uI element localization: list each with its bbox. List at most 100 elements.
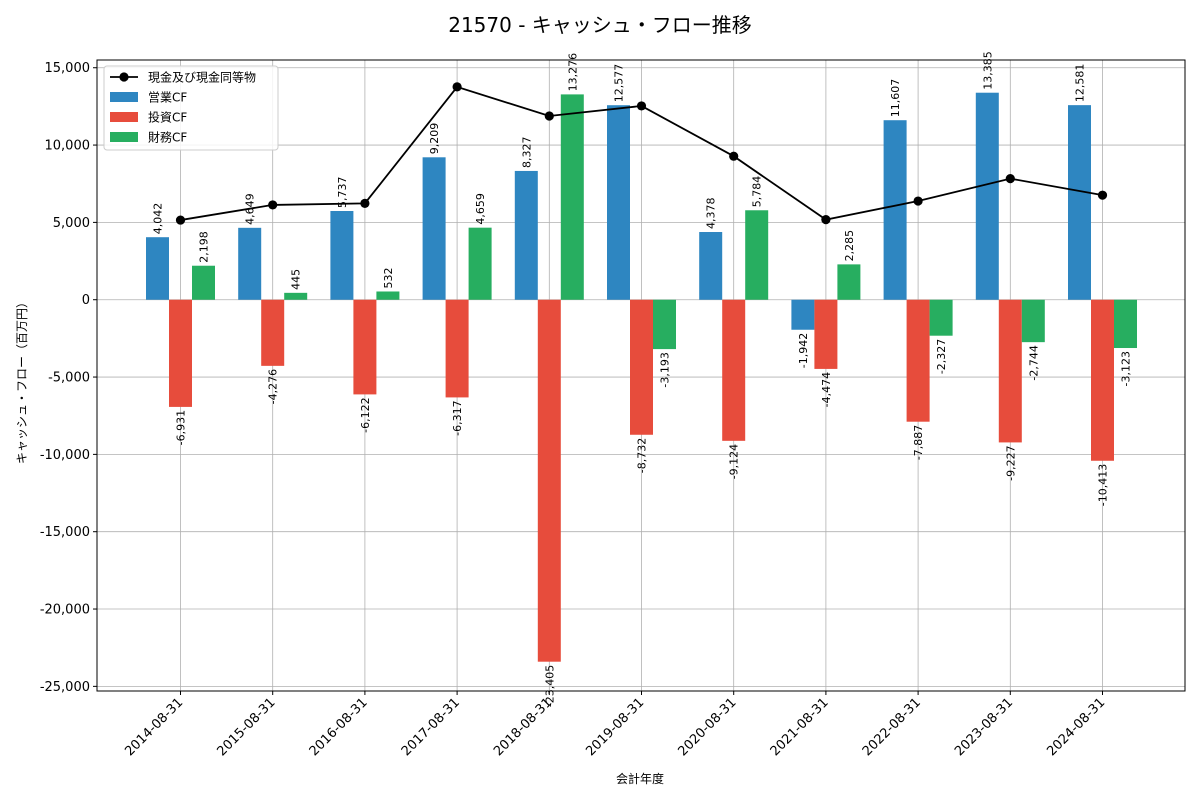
bar-value-label: -2,744 [1027, 345, 1040, 380]
bar-value-label: 445 [290, 269, 303, 290]
bar-3 [1021, 299, 1045, 343]
bar-1 [607, 105, 630, 300]
legend-swatch [110, 132, 138, 142]
y-tick-label: -20,000 [40, 603, 90, 618]
bar-3 [745, 210, 769, 300]
bar-3 [1114, 299, 1137, 349]
x-tick-label: 2015-08-31 [214, 695, 278, 759]
bar-value-label: 532 [382, 267, 395, 288]
bar-value-label: 5,737 [336, 176, 349, 208]
legend-label: 現金及び現金同等物 [148, 70, 256, 85]
bar-3 [376, 291, 400, 300]
bar-1 [330, 210, 354, 300]
line-point [913, 196, 923, 206]
legend-box [103, 65, 279, 151]
y-tick-label: -25,000 [40, 680, 90, 695]
bar-3 [929, 299, 953, 336]
y-tick-label: 15,000 [45, 61, 91, 76]
bar-1 [422, 157, 446, 300]
bar-value-label: 4,659 [474, 193, 487, 224]
line-point [175, 215, 186, 225]
y-tick-label: -5,000 [48, 371, 90, 386]
bar-value-label: -23,405 [543, 665, 556, 707]
bar-2 [722, 299, 746, 441]
legend-label: 投資CF [148, 110, 187, 125]
y-tick-label: 5,000 [53, 216, 90, 231]
x-tick-label: 2019-08-31 [583, 695, 647, 759]
bar-value-label: 2,285 [843, 230, 856, 262]
line-point [821, 215, 831, 225]
legend-label: 営業CF [148, 91, 187, 105]
bar-2 [353, 299, 377, 395]
bar-2 [906, 299, 930, 422]
line-point [1005, 174, 1015, 184]
bar-value-label: -6,931 [175, 410, 188, 445]
bar-2 [169, 299, 192, 407]
line-point [636, 101, 647, 111]
x-tick-label: 2023-08-31 [952, 695, 1016, 759]
bar-value-label: -6,122 [359, 397, 372, 432]
bar-value-label: -4,276 [267, 369, 280, 404]
x-tick-label: 2014-08-31 [122, 695, 186, 759]
bar-value-label: -10,413 [1097, 464, 1110, 506]
bar-value-label: 8,327 [520, 136, 533, 168]
bar-value-label: 4,378 [705, 198, 718, 230]
bar-3 [560, 94, 584, 300]
x-axis-label: 会計年度 [616, 771, 664, 786]
legend-swatch [110, 92, 138, 102]
bar-value-label: 5,784 [751, 176, 764, 208]
bar-1 [975, 92, 999, 300]
chart-title: 21570 - キャッシュ・フロー推移 [448, 13, 752, 37]
bar-2 [445, 299, 469, 398]
line-point [544, 111, 554, 121]
legend-label: 財務CF [148, 130, 187, 145]
bar-value-label: -1,942 [797, 333, 810, 368]
bar-value-label: 4,042 [152, 203, 165, 235]
bar-value-label: -7,887 [912, 425, 925, 460]
legend-marker [119, 72, 129, 82]
legend-swatch [110, 112, 138, 122]
bar-value-label: 9,209 [428, 123, 441, 155]
line-point [452, 82, 462, 92]
bar-1 [699, 232, 723, 300]
bar-1 [883, 120, 907, 300]
bar-value-label: -2,327 [935, 339, 948, 374]
bar-2 [998, 299, 1022, 443]
x-tick-label: 2024-08-31 [1044, 695, 1108, 759]
bar-value-label: 13,276 [566, 53, 579, 92]
x-tick-label: 2021-08-31 [768, 695, 832, 759]
bar-3 [284, 292, 308, 300]
line-point [360, 198, 370, 208]
bar-value-label: -4,474 [820, 372, 833, 407]
x-tick-label: 2017-08-31 [399, 695, 463, 759]
y-tick-label: -10,000 [40, 448, 90, 463]
bar-value-label: 12,577 [613, 64, 626, 103]
bar-3 [192, 265, 215, 300]
y-axis-label: キャッシュ・フロー（百万円） [15, 296, 29, 464]
bar-2 [1091, 299, 1114, 461]
bar-value-label: -8,732 [636, 438, 649, 473]
bar-1 [146, 237, 169, 300]
bar-1 [1068, 105, 1091, 300]
bar-1 [791, 299, 815, 330]
y-tick-label: -15,000 [40, 525, 90, 540]
y-tick-label: 10,000 [45, 139, 91, 154]
bar-value-label: -9,124 [728, 444, 741, 479]
bar-value-label: -6,317 [451, 400, 464, 435]
line-point [268, 200, 278, 210]
bar-value-label: 4,649 [244, 193, 257, 225]
x-tick-label: 2022-08-31 [860, 695, 924, 759]
x-tick-label: 2020-08-31 [675, 695, 739, 759]
bar-2 [630, 299, 653, 435]
bar-value-label: -3,123 [1120, 351, 1133, 386]
bar-value-label: 11,607 [889, 79, 902, 118]
line-point [1097, 190, 1108, 200]
bar-2 [814, 299, 838, 369]
bar-1 [514, 170, 538, 300]
bar-3 [468, 227, 492, 300]
x-tick-label: 2016-08-31 [307, 695, 371, 759]
x-tick-label: 2018-08-31 [491, 695, 555, 759]
